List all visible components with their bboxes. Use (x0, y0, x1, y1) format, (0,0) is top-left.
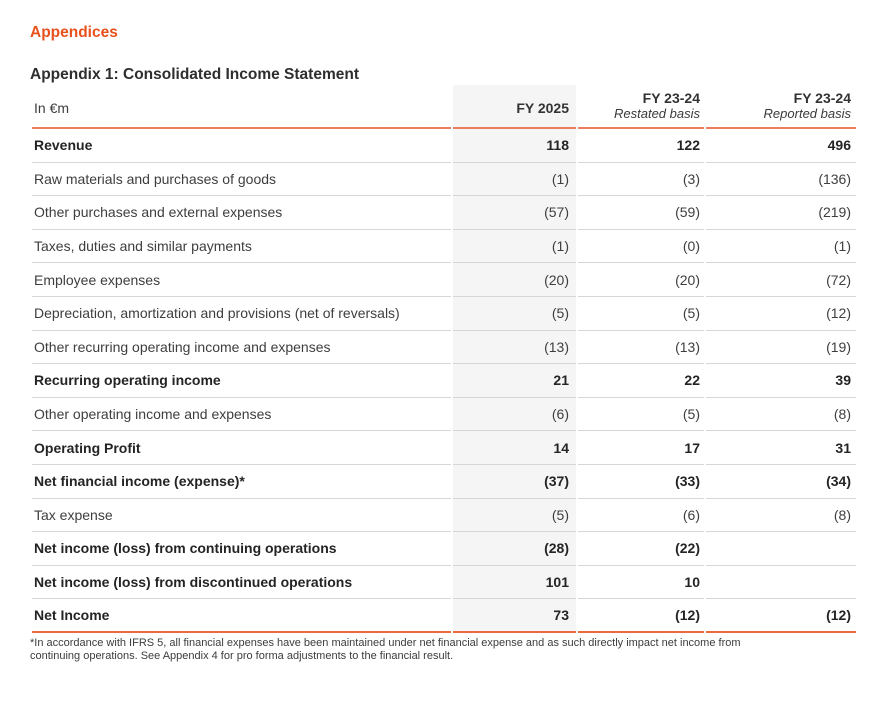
footnote: *In accordance with IFRS 5, all financia… (30, 636, 741, 663)
column-header-fy2324-restated: FY 23-24 Restated basis (578, 85, 704, 129)
row-value-fy2324-restated: (20) (578, 263, 704, 297)
row-value-fy2324-reported: (19) (706, 331, 856, 365)
section-title: Appendices (30, 24, 118, 41)
row-value-fy2025: (57) (453, 196, 576, 230)
column-header-fy2324-reported: FY 23-24 Reported basis (706, 85, 856, 129)
column-header-fy2025: FY 2025 (453, 85, 576, 129)
table-row: Raw materials and purchases of goods (1)… (32, 162, 856, 197)
table-row: Net Income 73 (12) (12) (32, 599, 856, 633)
row-label: Depreciation, amortization and provision… (32, 297, 451, 331)
row-value-fy2025: (5) (453, 296, 576, 331)
row-label: Recurring operating income (32, 364, 451, 398)
row-label: Tax expense (32, 499, 451, 533)
row-value-fy2025: (5) (453, 498, 576, 533)
row-value-fy2324-restated: 122 (578, 129, 704, 163)
row-value-fy2324-reported: (72) (706, 263, 856, 297)
row-value-fy2025: 118 (453, 129, 576, 163)
row-label: Net income (loss) from discontinued oper… (32, 566, 451, 600)
unit-label: In €m (32, 85, 451, 129)
row-value-fy2025: 14 (453, 431, 576, 465)
table-row: Taxes, duties and similar payments (1) (… (32, 229, 856, 264)
row-value-fy2324-restated: (22) (578, 532, 704, 566)
row-label: Operating Profit (32, 431, 451, 465)
row-value-fy2324-reported: (34) (706, 465, 856, 499)
row-value-fy2025: 21 (453, 364, 576, 398)
row-value-fy2324-restated: (12) (578, 599, 704, 633)
row-value-fy2324-reported (706, 532, 856, 566)
row-value-fy2025: 101 (453, 565, 576, 600)
row-value-fy2324-reported: (136) (706, 163, 856, 197)
table-row: Revenue 118 122 496 (32, 129, 856, 163)
row-value-fy2324-reported: (12) (706, 297, 856, 331)
row-value-fy2324-reported: (8) (706, 398, 856, 432)
table-header-row: In €m FY 2025 FY 23-24 Restated basis FY… (32, 85, 856, 129)
income-statement-table: In €m FY 2025 FY 23-24 Restated basis FY… (30, 85, 858, 633)
table-row: Net income (loss) from continuing operat… (32, 532, 856, 566)
column-header-label: FY 2025 (516, 100, 569, 116)
row-value-fy2324-restated: 17 (578, 431, 704, 465)
table-row: Other operating income and expenses (6) … (32, 397, 856, 432)
column-header-label: FY 23-24 (642, 90, 700, 106)
row-label: Other operating income and expenses (32, 398, 451, 432)
row-label: Taxes, duties and similar payments (32, 230, 451, 264)
table-row: Net financial income (expense)* (37) (33… (32, 464, 856, 499)
column-header-sublabel: Restated basis (614, 106, 700, 121)
table-row: Operating Profit 14 17 31 (32, 431, 856, 465)
table-row: Recurring operating income 21 22 39 (32, 364, 856, 398)
row-value-fy2324-restated: (5) (578, 398, 704, 432)
row-value-fy2025: (28) (453, 532, 576, 566)
row-value-fy2025: (1) (453, 229, 576, 264)
row-value-fy2324-reported: (219) (706, 196, 856, 230)
table-row: Employee expenses (20) (20) (72) (32, 263, 856, 297)
row-label: Revenue (32, 129, 451, 163)
row-value-fy2324-restated: 22 (578, 364, 704, 398)
column-header-label: FY 23-24 (793, 90, 851, 106)
row-value-fy2025: (6) (453, 397, 576, 432)
row-value-fy2324-restated: (3) (578, 163, 704, 197)
row-value-fy2324-restated: (0) (578, 230, 704, 264)
row-value-fy2324-restated: (59) (578, 196, 704, 230)
row-label: Employee expenses (32, 263, 451, 297)
row-label: Other purchases and external expenses (32, 196, 451, 230)
row-value-fy2324-restated: (6) (578, 499, 704, 533)
row-value-fy2025: (20) (453, 263, 576, 297)
row-label: Net income (loss) from continuing operat… (32, 532, 451, 566)
row-label: Raw materials and purchases of goods (32, 163, 451, 197)
row-label: Other recurring operating income and exp… (32, 331, 451, 365)
table-row: Tax expense (5) (6) (8) (32, 498, 856, 533)
row-value-fy2324-restated: 10 (578, 566, 704, 600)
table-body: Revenue 118 122 496 Raw materials and pu… (32, 129, 856, 633)
row-label: Net Income (32, 599, 451, 633)
row-value-fy2324-reported: 39 (706, 364, 856, 398)
row-value-fy2025: (37) (453, 464, 576, 499)
table-row: Other recurring operating income and exp… (32, 330, 856, 365)
row-value-fy2324-reported: (1) (706, 230, 856, 264)
row-value-fy2324-restated: (5) (578, 297, 704, 331)
table-row: Net income (loss) from discontinued oper… (32, 565, 856, 600)
table-title: Appendix 1: Consolidated Income Statemen… (30, 66, 359, 83)
row-value-fy2324-reported: (12) (706, 599, 856, 633)
row-value-fy2324-restated: (13) (578, 331, 704, 365)
row-value-fy2025: (1) (453, 162, 576, 197)
row-value-fy2025: 73 (453, 599, 576, 633)
row-value-fy2324-reported: (8) (706, 499, 856, 533)
row-label: Net financial income (expense)* (32, 465, 451, 499)
row-value-fy2324-reported: 496 (706, 129, 856, 163)
table-row: Other purchases and external expenses (5… (32, 196, 856, 230)
table-row: Depreciation, amortization and provision… (32, 296, 856, 331)
row-value-fy2324-reported (706, 566, 856, 600)
row-value-fy2324-reported: 31 (706, 431, 856, 465)
row-value-fy2324-restated: (33) (578, 465, 704, 499)
column-header-sublabel: Reported basis (763, 106, 851, 121)
row-value-fy2025: (13) (453, 330, 576, 365)
